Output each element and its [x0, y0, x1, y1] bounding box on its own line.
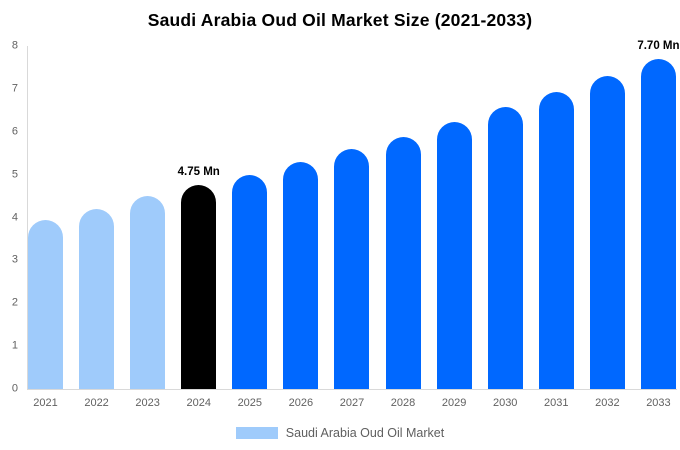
bar-2030[interactable] [487, 106, 523, 389]
legend-item[interactable]: Saudi Arabia Oud Oil Market [0, 426, 680, 440]
bar-column: 4.75 Mn [178, 46, 220, 389]
y-tick-label-0: 0 [11, 382, 18, 395]
y-axis: 0 1 2 3 4 5 6 7 8 [0, 40, 20, 394]
x-axis-label-2028: 2028 [390, 397, 416, 409]
bar-2025[interactable] [232, 174, 268, 389]
bar-2026[interactable] [283, 161, 319, 389]
x-axis-label-2031: 2031 [544, 397, 569, 409]
bar-2022[interactable] [79, 208, 115, 389]
legend-label: Saudi Arabia Oud Oil Market [285, 426, 445, 440]
bar-2033[interactable] [640, 58, 676, 389]
x-axis-label-2029: 2029 [441, 397, 467, 409]
bar-column: 7.70 Mn [637, 40, 680, 389]
x-axis-line [27, 389, 677, 390]
y-tick-label-7: 7 [11, 82, 18, 95]
bar-column [538, 46, 574, 389]
y-tick-label-3: 3 [11, 253, 18, 266]
y-axis-line [27, 46, 28, 390]
y-tick-label-2: 2 [11, 296, 18, 309]
chart-title: Saudi Arabia Oud Oil Market Size (2021-2… [147, 10, 533, 30]
bar-2028[interactable] [385, 136, 421, 389]
x-axis-label-2021: 2021 [33, 397, 58, 409]
x-axis: 2021 2022 2023 2024 2025 2026 2027 2028 2029 2030… [28, 397, 676, 409]
bar-2032[interactable] [589, 76, 625, 389]
bar-column [28, 46, 63, 389]
bar-column [130, 46, 166, 389]
plot-area: 4.75 Mn 7.70 Mn [28, 40, 680, 389]
bar-2023[interactable] [130, 196, 166, 389]
x-axis-label-2033: 2033 [646, 397, 671, 409]
bar-column [487, 46, 523, 389]
y-tick-label-5: 5 [11, 168, 18, 181]
x-axis-label-2026: 2026 [288, 397, 314, 409]
x-axis-label-2027: 2027 [339, 397, 365, 409]
legend-swatch-icon [235, 427, 278, 439]
bar-column [589, 46, 625, 389]
y-tick-label-6: 6 [11, 125, 18, 138]
bar-value-label: 7.70 Mn [637, 39, 680, 52]
x-axis-label-2025: 2025 [237, 397, 263, 409]
x-axis-label-2023: 2023 [135, 397, 160, 409]
x-axis-label-2022: 2022 [84, 397, 109, 409]
bar-2031[interactable] [538, 92, 574, 389]
bar-column [436, 46, 472, 389]
x-axis-label-2032: 2032 [595, 397, 620, 409]
bar-2029[interactable] [436, 122, 472, 389]
x-axis-label-2030: 2030 [492, 397, 518, 409]
bar-2027[interactable] [334, 148, 370, 389]
y-tick-label-8: 8 [11, 39, 18, 52]
bar-column [232, 46, 268, 389]
bar-column [79, 46, 115, 389]
bar-2024[interactable] [181, 185, 217, 389]
bar-column [283, 46, 319, 389]
bar-column [385, 46, 421, 389]
y-tick-label-4: 4 [11, 211, 18, 223]
bar-column [334, 46, 370, 389]
bar-2021[interactable] [28, 219, 63, 389]
y-tick-label-1: 1 [11, 339, 18, 352]
x-axis-label-2024: 2024 [186, 397, 211, 409]
bar-value-label: 4.75 Mn [177, 166, 220, 179]
